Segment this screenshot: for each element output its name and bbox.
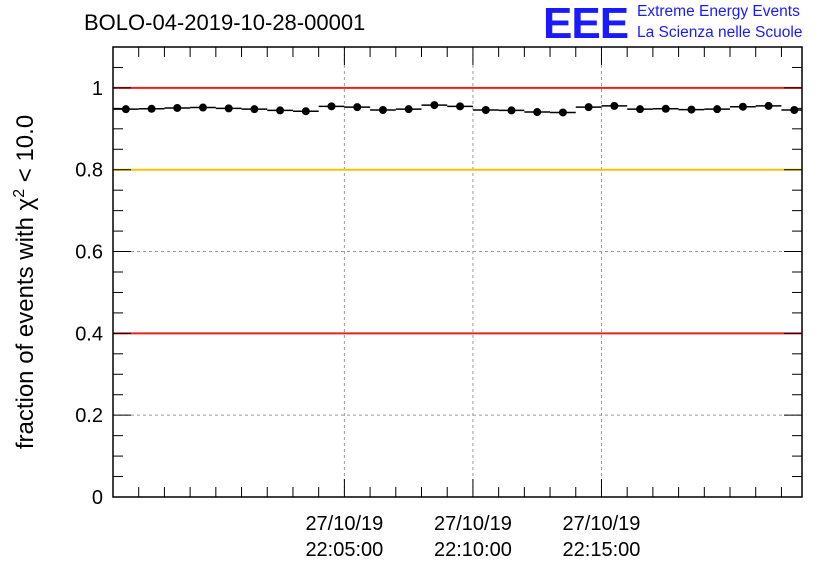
x-tick-label-time: 22:10:00 [434,539,512,561]
y-tick-label: 1 [92,78,103,100]
data-point [353,103,362,112]
data-point [198,103,207,112]
eee-logo: EEE [543,0,629,48]
y-tick-label: 0.4 [75,323,103,345]
logo-line-2: La Scienza nelle Scuole [637,24,803,41]
data-point [250,105,259,114]
y-tick-label: 0.6 [75,242,103,264]
run-title: BOLO-04-2019-10-28-00001 [84,10,366,35]
y-axis-label: fraction of events with χ2 < 10.0 [11,115,39,449]
data-point [687,105,696,114]
data-point [764,101,773,110]
y-tick-label: 0 [92,487,103,509]
data-point [456,102,465,111]
x-tick-label-date: 27/10/19 [434,513,512,535]
data-point [301,107,310,116]
data-point [378,106,387,114]
data-point [533,108,542,117]
data-point [661,104,670,113]
x-tick-label-time: 22:05:00 [305,539,383,561]
plot-frame [112,46,803,498]
data-point [147,104,156,113]
y-tick-label: 0.2 [75,405,103,427]
data-point [507,106,516,115]
data-point [224,104,233,113]
data-point [481,106,490,114]
x-tick-label-date: 27/10/19 [563,513,641,535]
data-point [173,103,182,112]
data-point [558,108,567,117]
x-tick-label-date: 27/10/19 [305,513,383,535]
x-tick-label-time: 22:15:00 [563,539,641,561]
data-point [713,105,722,114]
data-point [276,106,285,115]
data-point [327,102,336,111]
data-point [738,102,747,111]
y-tick-label: 0.8 [75,160,103,182]
data-point [790,106,799,114]
data-point [404,105,413,114]
logo-line-1: Extreme Energy Events [637,3,800,20]
data-point [636,105,645,114]
data-point [584,103,593,112]
data-point [121,105,130,114]
data-point [610,101,619,110]
data-point [430,101,439,110]
